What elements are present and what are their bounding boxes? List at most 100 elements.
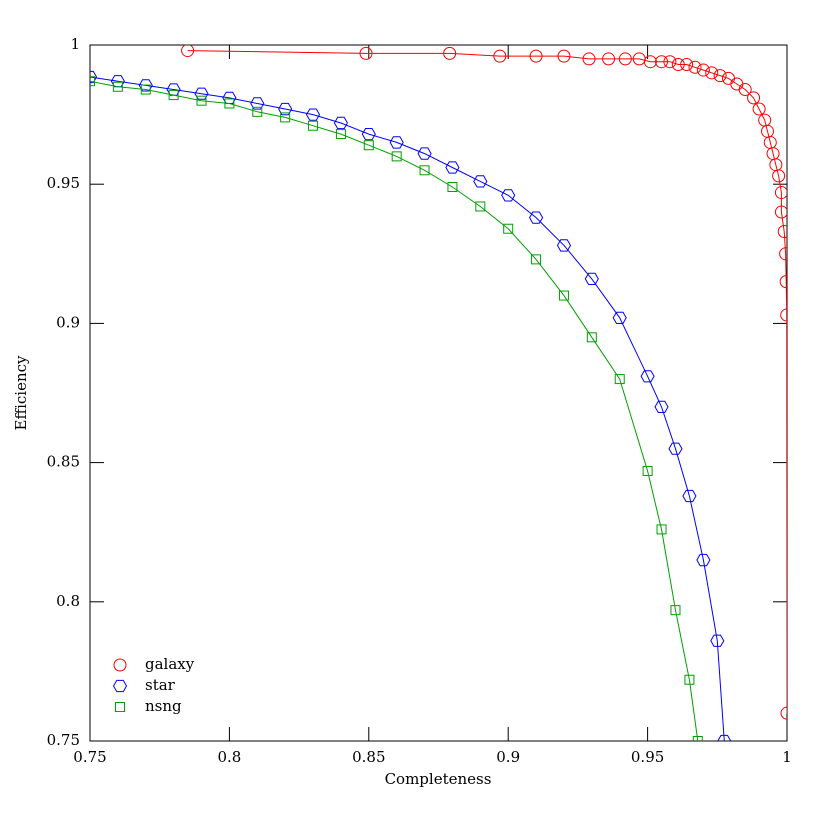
marker <box>475 201 486 212</box>
y-tick-label: 0.95 <box>47 174 80 192</box>
marker <box>779 247 787 261</box>
legend-marker <box>112 679 128 693</box>
marker <box>692 736 703 741</box>
marker <box>772 169 786 183</box>
marker <box>618 52 632 66</box>
legend-marker <box>115 702 125 712</box>
marker <box>582 52 596 66</box>
marker <box>656 524 667 535</box>
marker <box>333 116 348 130</box>
marker <box>252 106 263 117</box>
marker <box>391 151 402 162</box>
marker <box>682 489 697 503</box>
marker <box>335 129 346 140</box>
marker <box>738 83 752 97</box>
marker <box>168 90 179 101</box>
marker <box>194 87 209 100</box>
y-axis-label: Efficiency <box>12 355 30 431</box>
marker <box>642 465 653 476</box>
marker <box>359 46 373 60</box>
marker <box>531 254 542 265</box>
marker <box>586 332 597 343</box>
marker <box>655 55 669 69</box>
series-line <box>90 76 725 741</box>
marker <box>774 205 787 219</box>
marker <box>713 69 727 83</box>
marker <box>654 400 669 413</box>
marker <box>777 225 787 239</box>
marker <box>90 70 98 84</box>
marker <box>90 76 95 87</box>
marker <box>684 674 695 685</box>
y-tick-label: 0.75 <box>47 731 80 749</box>
x-axis-label: Completeness <box>385 770 492 788</box>
marker <box>612 311 627 324</box>
x-tick-label: 0.9 <box>496 748 520 766</box>
marker <box>166 83 181 96</box>
marker <box>556 239 572 252</box>
y-tick-label: 1 <box>70 35 80 53</box>
marker <box>747 91 761 105</box>
marker <box>688 60 702 74</box>
marker <box>112 81 123 92</box>
x-tick-label: 0.8 <box>217 748 241 766</box>
marker <box>305 108 321 121</box>
marker <box>363 140 374 151</box>
marker <box>280 112 291 123</box>
marker <box>717 734 732 741</box>
plot-area <box>90 45 787 741</box>
legend-label: star <box>145 676 176 694</box>
x-tick-label: 1 <box>782 748 792 766</box>
x-tick-label: 0.75 <box>73 748 106 766</box>
plot-frame <box>89 44 788 742</box>
marker <box>224 98 235 109</box>
series-line <box>90 80 699 741</box>
marker <box>389 136 404 149</box>
marker <box>680 57 694 71</box>
marker <box>696 63 710 77</box>
marker <box>774 186 787 200</box>
marker <box>308 120 319 131</box>
marker <box>780 308 787 322</box>
marker <box>705 66 719 80</box>
x-tick-label: 0.85 <box>352 748 385 766</box>
marker <box>671 57 685 71</box>
x-tick-label: 0.95 <box>631 748 664 766</box>
marker <box>493 49 507 63</box>
marker <box>501 189 516 202</box>
y-tick-label: 0.85 <box>47 453 80 471</box>
marker <box>696 553 711 567</box>
marker <box>584 272 599 285</box>
y-tick-label: 0.8 <box>56 592 80 610</box>
marker <box>140 84 151 95</box>
marker <box>640 370 655 383</box>
marker <box>670 605 681 616</box>
marker <box>443 46 457 60</box>
marker <box>710 634 725 647</box>
marker <box>529 211 544 224</box>
marker <box>602 52 616 66</box>
marker <box>196 95 207 106</box>
marker <box>222 91 237 104</box>
marker <box>614 374 625 385</box>
legend-marker <box>113 658 127 672</box>
legend-label: galaxy <box>145 655 195 673</box>
marker <box>419 165 430 176</box>
marker <box>668 442 683 455</box>
marker <box>779 275 787 289</box>
marker <box>558 290 569 301</box>
marker <box>181 45 195 58</box>
marker <box>250 97 265 110</box>
marker <box>663 55 677 69</box>
marker <box>780 706 787 720</box>
marker <box>447 181 458 192</box>
marker <box>361 128 376 141</box>
series-line <box>187 50 787 714</box>
marker <box>138 79 153 92</box>
marker <box>643 55 657 69</box>
marker <box>503 223 514 234</box>
marker <box>278 102 293 116</box>
marker <box>557 49 571 63</box>
